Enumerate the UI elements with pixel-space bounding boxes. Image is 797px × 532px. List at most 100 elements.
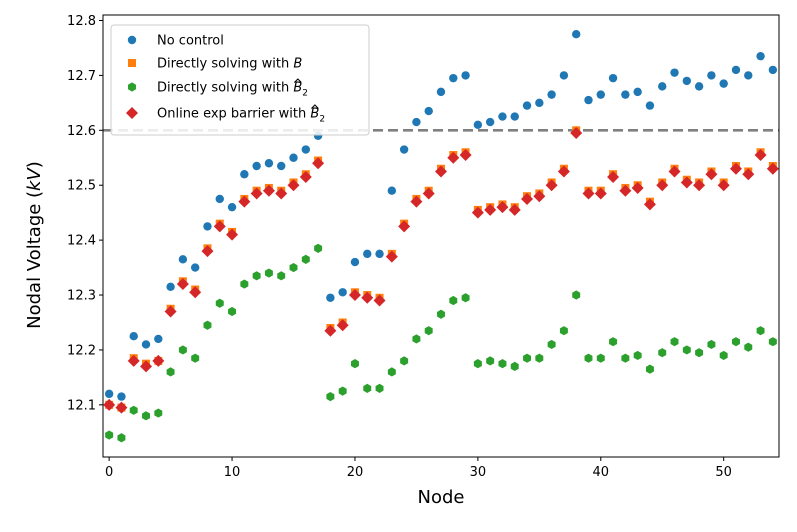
data-point-s2-n28 bbox=[449, 295, 458, 306]
data-point-s2-n2 bbox=[129, 405, 138, 415]
data-point-s0-n36 bbox=[547, 90, 556, 99]
data-point-s0-n1 bbox=[117, 392, 126, 401]
data-point-s2-n21 bbox=[363, 383, 372, 393]
data-point-s2-n23 bbox=[387, 367, 396, 377]
data-point-s3-n24 bbox=[398, 220, 411, 233]
legend: No control Directly solving with B Directl… bbox=[110, 24, 370, 136]
data-point-s0-n5 bbox=[166, 282, 175, 291]
data-point-s0-n32 bbox=[498, 112, 507, 121]
data-point-s2-n5 bbox=[166, 367, 175, 377]
data-point-s0-n4 bbox=[154, 334, 163, 344]
axes: 0 10 20 30 40 50 12.1 12.2 12.3 12.4 12.5 12.6 12.7 1… bbox=[67, 14, 780, 480]
data-point-s2-n4 bbox=[154, 408, 163, 418]
data-point-s0-n47 bbox=[682, 76, 692, 86]
data-point-s3-n35 bbox=[533, 190, 546, 203]
data-point-s3-n8 bbox=[201, 245, 214, 258]
y-tick-label: 12.2 bbox=[67, 343, 96, 358]
data-point-s0-n12 bbox=[252, 161, 261, 171]
y-tick-label: 12.1 bbox=[67, 398, 96, 413]
data-point-s2-n15 bbox=[289, 262, 298, 273]
legend-label-3: Online exp barrier with B2 bbox=[157, 107, 325, 125]
data-point-s2-n39 bbox=[584, 353, 593, 363]
data-point-s0-n39 bbox=[584, 95, 593, 105]
series-3 bbox=[103, 127, 779, 414]
data-point-s3-n1 bbox=[115, 401, 128, 414]
data-point-s0-n25 bbox=[412, 117, 421, 127]
data-point-s3-n10 bbox=[226, 228, 239, 241]
data-point-s0-n8 bbox=[203, 222, 212, 231]
data-point-s3-n22 bbox=[373, 294, 386, 307]
data-point-s2-n1 bbox=[117, 433, 126, 443]
data-point-s3-n51 bbox=[729, 162, 742, 175]
y-axis-label: Nodal Voltage (kV) bbox=[24, 161, 45, 329]
data-point-s3-n43 bbox=[631, 181, 644, 194]
data-point-s3-n16 bbox=[299, 170, 312, 183]
data-point-s2-n49 bbox=[707, 339, 716, 350]
y-tick-label: 12.4 bbox=[67, 234, 96, 249]
data-point-s3-n32 bbox=[496, 201, 509, 214]
data-point-s2-n12 bbox=[252, 271, 261, 281]
data-point-s3-n45 bbox=[656, 179, 669, 192]
data-point-s3-n5 bbox=[164, 305, 177, 318]
y-tick-label: 12.6 bbox=[67, 124, 96, 139]
data-point-s2-n35 bbox=[535, 353, 544, 363]
data-point-s2-n3 bbox=[142, 411, 150, 421]
data-point-s0-n23 bbox=[387, 186, 397, 195]
data-point-s0-n13 bbox=[264, 159, 274, 168]
data-point-s3-n21 bbox=[361, 291, 374, 304]
data-point-s3-n7 bbox=[189, 286, 202, 299]
data-point-s2-n10 bbox=[228, 306, 237, 317]
data-point-s2-n27 bbox=[437, 309, 445, 319]
data-point-s0-n30 bbox=[473, 120, 483, 130]
data-point-s3-n50 bbox=[717, 179, 730, 192]
data-point-s0-n38 bbox=[572, 30, 581, 39]
data-point-s0-n48 bbox=[694, 82, 704, 91]
data-point-s2-n33 bbox=[510, 361, 519, 371]
data-point-s2-n26 bbox=[424, 326, 433, 336]
y-axis-label-suffix: ) bbox=[24, 161, 45, 168]
data-point-s3-n30 bbox=[471, 206, 484, 219]
data-point-s3-n31 bbox=[484, 203, 497, 216]
legend-marker-0 bbox=[127, 35, 137, 45]
data-point-s3-n4 bbox=[152, 354, 165, 367]
data-point-s3-n44 bbox=[643, 198, 656, 211]
data-point-s0-n45 bbox=[658, 82, 667, 91]
data-point-s0-n29 bbox=[461, 71, 470, 80]
data-point-s3-n2 bbox=[127, 354, 140, 367]
data-point-s0-n7 bbox=[190, 263, 200, 272]
data-point-s2-n36 bbox=[547, 339, 556, 350]
data-point-s0-n49 bbox=[707, 71, 716, 80]
data-point-s0-n19 bbox=[338, 288, 347, 297]
y-tick-label: 12.7 bbox=[67, 69, 96, 84]
data-point-s2-n51 bbox=[732, 337, 740, 347]
data-point-s2-n46 bbox=[670, 337, 679, 347]
data-point-s0-n44 bbox=[645, 101, 655, 110]
data-point-s0-n3 bbox=[141, 340, 151, 349]
data-point-s2-n20 bbox=[350, 359, 359, 369]
data-point-s3-n3 bbox=[140, 360, 153, 373]
data-point-s0-n24 bbox=[399, 145, 409, 154]
data-point-s2-n42 bbox=[621, 353, 630, 363]
data-point-s3-n12 bbox=[250, 187, 263, 200]
data-point-s0-n26 bbox=[424, 106, 433, 116]
data-point-s0-n40 bbox=[596, 90, 605, 99]
data-point-s3-n42 bbox=[619, 184, 632, 197]
data-point-s0-n15 bbox=[289, 153, 298, 162]
data-point-s2-n11 bbox=[240, 279, 249, 289]
data-point-s0-n14 bbox=[277, 161, 286, 171]
data-point-s0-n0 bbox=[104, 389, 114, 399]
data-point-s0-n54 bbox=[768, 65, 778, 75]
x-tick-label: 20 bbox=[347, 465, 364, 480]
data-point-s2-n41 bbox=[609, 337, 618, 347]
data-point-s3-n29 bbox=[459, 149, 472, 162]
data-point-s3-n28 bbox=[447, 151, 460, 164]
data-point-s3-n18 bbox=[324, 324, 337, 337]
data-point-s0-n43 bbox=[633, 87, 642, 97]
legend-label-2: Directly solving with B2 bbox=[157, 81, 308, 99]
data-point-s3-n33 bbox=[508, 203, 521, 216]
data-point-s2-n32 bbox=[498, 359, 507, 369]
data-point-s2-n38 bbox=[572, 290, 581, 300]
data-point-s0-n20 bbox=[350, 257, 360, 267]
data-point-s3-n49 bbox=[705, 168, 718, 181]
